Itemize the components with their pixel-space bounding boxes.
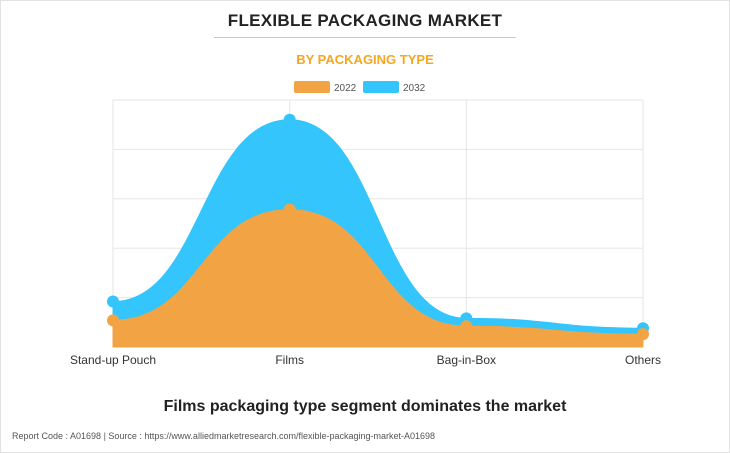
x-tick-label: Films (275, 353, 304, 367)
data-point-2032-1 (283, 113, 296, 126)
title-divider (214, 37, 516, 38)
data-point-2022-1 (283, 203, 296, 216)
chart-subtitle: BY PACKAGING TYPE (296, 52, 434, 67)
x-tick-label: Others (625, 353, 661, 367)
legend-swatch-2032 (363, 81, 399, 93)
legend-label-2032: 2032 (403, 83, 426, 94)
report-footer: Report Code : A01698 | Source : https://… (12, 431, 436, 441)
chart-caption: Films packaging type segment dominates t… (163, 398, 567, 415)
data-point-2022-0 (107, 314, 119, 327)
data-point-2022-2 (460, 320, 473, 333)
legend-swatch-2022 (294, 81, 330, 93)
x-tick-label: Stand-up Pouch (70, 353, 156, 367)
data-point-2032-0 (107, 295, 119, 308)
data-point-2022-3 (637, 328, 649, 341)
legend-label-2022: 2022 (334, 83, 357, 94)
x-tick-label: Bag-in-Box (437, 353, 496, 367)
area-series-2022 (112, 209, 644, 348)
chart-title: FLEXIBLE PACKAGING MARKET (227, 11, 503, 30)
